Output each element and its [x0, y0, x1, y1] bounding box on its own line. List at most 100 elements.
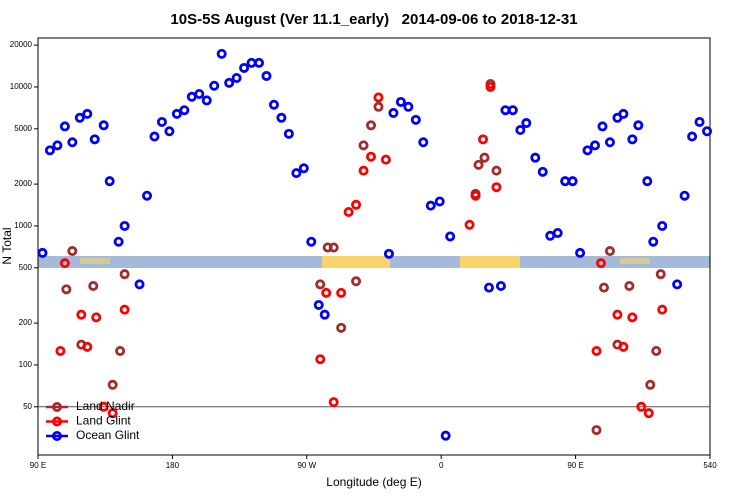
point [74, 112, 85, 123]
point [276, 112, 287, 123]
point [52, 140, 63, 151]
point [612, 309, 623, 320]
point [156, 116, 167, 127]
point [380, 154, 391, 165]
point [679, 190, 690, 201]
point [343, 207, 354, 218]
point [636, 401, 647, 412]
point [425, 200, 436, 211]
y-tick-label: 500 [19, 263, 33, 272]
point [672, 279, 683, 290]
chart-title: 10S-5S August (Ver 11.1_early) 2014-09-0… [170, 11, 577, 28]
point [567, 176, 578, 187]
point [261, 70, 272, 81]
point [483, 282, 494, 293]
point [231, 72, 242, 83]
point [627, 312, 638, 323]
point [59, 258, 70, 269]
point [643, 408, 654, 419]
point [651, 346, 662, 357]
point [552, 227, 563, 238]
point [403, 101, 414, 112]
y-tick-label: 5000 [14, 124, 32, 133]
point [88, 280, 99, 291]
point [134, 279, 145, 290]
point [515, 125, 526, 136]
point [104, 176, 115, 187]
point [76, 309, 87, 320]
point [521, 118, 532, 129]
point [395, 96, 406, 107]
point [209, 80, 220, 91]
point [591, 346, 602, 357]
point [479, 152, 490, 163]
point [366, 151, 377, 162]
point [351, 199, 362, 210]
point [358, 165, 369, 176]
point [694, 116, 705, 127]
x-tick-label: 180 [166, 461, 180, 470]
point [642, 176, 653, 187]
point [315, 279, 326, 290]
point [328, 242, 339, 253]
point [328, 397, 339, 408]
point [645, 379, 656, 390]
point [59, 121, 70, 132]
point [91, 312, 102, 323]
legend-marker [52, 401, 63, 412]
point [383, 248, 394, 259]
land-strip [620, 258, 650, 264]
point [319, 309, 330, 320]
y-axis-label: N Total [0, 227, 14, 264]
point [418, 137, 429, 148]
point [336, 322, 347, 333]
y-tick-label: 50 [23, 402, 32, 411]
point [530, 152, 541, 163]
point [67, 137, 78, 148]
point [604, 137, 615, 148]
point [149, 131, 160, 142]
point [254, 57, 265, 68]
point [657, 220, 668, 231]
legend-label: Land Glint [76, 414, 131, 428]
point [591, 425, 602, 436]
point [410, 114, 421, 125]
y-tick-label: 200 [19, 318, 33, 327]
point [67, 246, 78, 257]
point [179, 105, 190, 116]
point [336, 287, 347, 298]
point [655, 269, 666, 280]
legend-label: Ocean Glint [76, 428, 140, 442]
x-axis-label: Longitude (deg E) [326, 475, 421, 489]
land-strip [322, 256, 390, 268]
point [89, 134, 100, 145]
y-tick-label: 10000 [10, 82, 33, 91]
point [702, 126, 713, 137]
point [485, 81, 496, 92]
point [464, 219, 475, 230]
point [388, 107, 399, 118]
map-strip [38, 256, 710, 268]
point [315, 354, 326, 365]
point [373, 92, 384, 103]
point [194, 88, 205, 99]
point [440, 430, 451, 441]
legend-label: Land Nadir [76, 399, 135, 413]
x-tick-label: 90 E [30, 461, 46, 470]
point [216, 48, 227, 59]
point [618, 341, 629, 352]
point [119, 269, 130, 280]
y-tick-label: 2000 [14, 179, 32, 188]
point [171, 108, 182, 119]
point [283, 128, 294, 139]
y-tick-label: 20000 [10, 40, 33, 49]
point [473, 159, 484, 170]
point [61, 284, 72, 295]
point [115, 346, 126, 357]
point [590, 140, 601, 151]
point [113, 236, 124, 247]
legend-marker [52, 430, 63, 441]
point [687, 131, 698, 142]
